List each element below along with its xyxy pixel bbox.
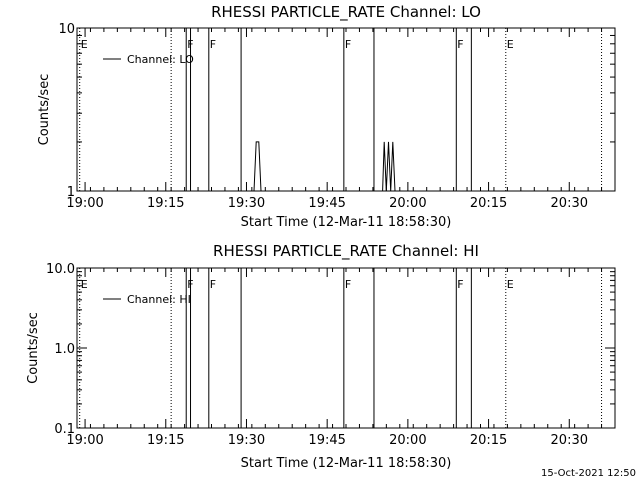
x-tick-label: 19:15 xyxy=(147,433,184,448)
marker-label: E xyxy=(507,278,514,291)
marker-label: E xyxy=(81,278,88,291)
marker-label: F xyxy=(457,278,463,291)
x-tick-label: 19:45 xyxy=(308,433,345,448)
y-tick-label: 1.0 xyxy=(54,342,75,357)
legend-label: Channel: LO xyxy=(127,53,194,66)
y-tick-label: 1 xyxy=(67,185,75,200)
legend-label: Channel: HI xyxy=(127,293,191,306)
x-tick-label: 20:15 xyxy=(470,196,507,211)
y-axis-label: Counts/sec xyxy=(37,74,52,146)
plot-frame xyxy=(76,267,616,429)
x-tick-label: 20:00 xyxy=(389,433,426,448)
y-tick-label: 10 xyxy=(58,22,75,37)
marker-label: F xyxy=(345,38,351,51)
marker-label: E xyxy=(507,38,514,51)
x-axis-label: Start Time (12-Mar-11 18:58:30) xyxy=(241,215,452,230)
y-tick-label: 0.1 xyxy=(54,422,75,437)
x-tick-label: 20:00 xyxy=(389,196,426,211)
x-tick-label: 19:30 xyxy=(228,196,265,211)
x-tick-label: 19:00 xyxy=(66,433,103,448)
x-tick-label: 19:30 xyxy=(228,433,265,448)
marker-label: F xyxy=(210,278,216,291)
x-tick-label: 19:15 xyxy=(147,196,184,211)
y-tick-label: 10.0 xyxy=(46,262,75,277)
series-line xyxy=(77,141,615,192)
chart-panel-1: RHESSI PARTICLE_RATE Channel: LO 19:00 19:… xyxy=(37,3,616,230)
marker-label: F xyxy=(345,278,351,291)
x-tick-label: 20:15 xyxy=(470,433,507,448)
marker-label: E xyxy=(81,38,88,51)
x-tick-label: 20:30 xyxy=(551,433,588,448)
marker-label: F xyxy=(210,38,216,51)
x-tick-label: 20:30 xyxy=(551,196,588,211)
x-axis-label: Start Time (12-Mar-11 18:58:30) xyxy=(241,456,452,471)
y-axis-label: Counts/sec xyxy=(26,312,41,384)
chart-title: RHESSI PARTICLE_RATE Channel: HI xyxy=(213,242,479,261)
x-tick-label: 19:45 xyxy=(308,196,345,211)
chart-title: RHESSI PARTICLE_RATE Channel: LO xyxy=(211,3,481,22)
chart-panel-2: RHESSI PARTICLE_RATE Channel: HI 19:00 19:… xyxy=(26,242,616,471)
x-tick-label: 19:00 xyxy=(66,196,103,211)
marker-label: F xyxy=(457,38,463,51)
